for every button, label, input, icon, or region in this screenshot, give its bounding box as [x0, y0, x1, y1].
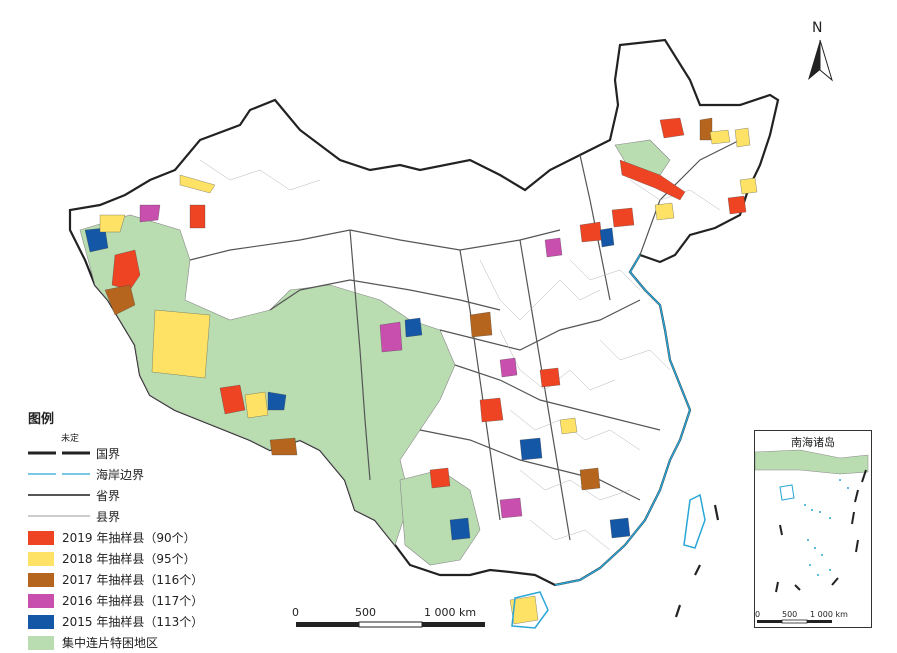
inset-scale-label-1000: 1 000 km — [810, 610, 848, 619]
legend-item-2017: 2017 年抽样县（116个） — [28, 569, 288, 590]
legend-item-2018: 2018 年抽样县（95个） — [28, 548, 288, 569]
legend-fill-label: 2016 年抽样县（117个） — [62, 594, 204, 608]
legend-item-poverty-region: 集中连片特困地区 — [28, 632, 288, 653]
legend-swatch-2017 — [28, 572, 54, 587]
legend-item-coastline: 海岸边界 — [28, 464, 288, 485]
legend-item-2015: 2015 年抽样县（113个） — [28, 611, 288, 632]
inset-title: 南海诸岛 — [791, 436, 835, 449]
legend-swatch-2016 — [28, 593, 54, 608]
south-china-sea-inset: 南海诸岛 — [754, 430, 872, 628]
province-border-swatch — [28, 494, 90, 496]
sample-counties — [84, 117, 758, 625]
legend-fill-label: 2018 年抽样县（95个） — [62, 552, 196, 566]
poverty-region-west — [79, 214, 456, 546]
scale-bar — [296, 621, 485, 628]
legend-fill-label: 2017 年抽样县（116个） — [62, 573, 204, 587]
legend-fill-label: 2015 年抽样县（113个） — [62, 615, 204, 629]
scale-label-500: 500 — [355, 606, 376, 619]
legend-line-label: 海岸边界 — [96, 468, 145, 482]
legend-line-label: 国界 — [96, 447, 121, 461]
taiwan-island — [683, 493, 706, 549]
legend-fill-label: 2019 年抽样县（90个） — [62, 531, 196, 545]
north-arrow-icon — [808, 39, 833, 82]
legend-item-county-border: 县界 — [28, 506, 288, 527]
legend-item-2016: 2016 年抽样县（117个） — [28, 590, 288, 611]
legend-title: 图例 — [28, 412, 55, 427]
legend-undetermined-label: 未定 — [61, 434, 80, 444]
legend-swatch-2019 — [28, 530, 54, 545]
legend-line-label: 省界 — [96, 489, 121, 503]
inset-map — [754, 449, 869, 624]
coastline-swatch — [28, 473, 90, 475]
legend-fill-label: 集中连片特困地区 — [62, 636, 159, 650]
legend-item-national-border: 未定 国界 — [28, 434, 288, 464]
scale-label-0: 0 — [292, 606, 299, 619]
legend-line-label: 县界 — [96, 510, 121, 524]
county-border-swatch — [28, 515, 90, 517]
inset-scale-label-500: 500 — [782, 610, 798, 619]
sea-boundary-dashes — [674, 504, 720, 618]
legend-swatch-2018 — [28, 551, 54, 566]
national-border-swatch — [28, 451, 90, 455]
inset-scale-label-0: 0 — [755, 610, 761, 619]
legend: 图例 未定 国界 海岸边界 省界 县界 2019 年抽样县（90个） 2018 … — [28, 408, 288, 653]
legend-item-2019: 2019 年抽样县（90个） — [28, 527, 288, 548]
scale-label-1000: 1 000 km — [424, 606, 477, 619]
legend-swatch-poverty-region — [28, 635, 54, 650]
legend-item-province-border: 省界 — [28, 485, 288, 506]
north-label: N — [812, 20, 823, 36]
coastline — [554, 254, 691, 586]
hainan-island — [511, 591, 549, 629]
legend-swatch-2015 — [28, 614, 54, 629]
